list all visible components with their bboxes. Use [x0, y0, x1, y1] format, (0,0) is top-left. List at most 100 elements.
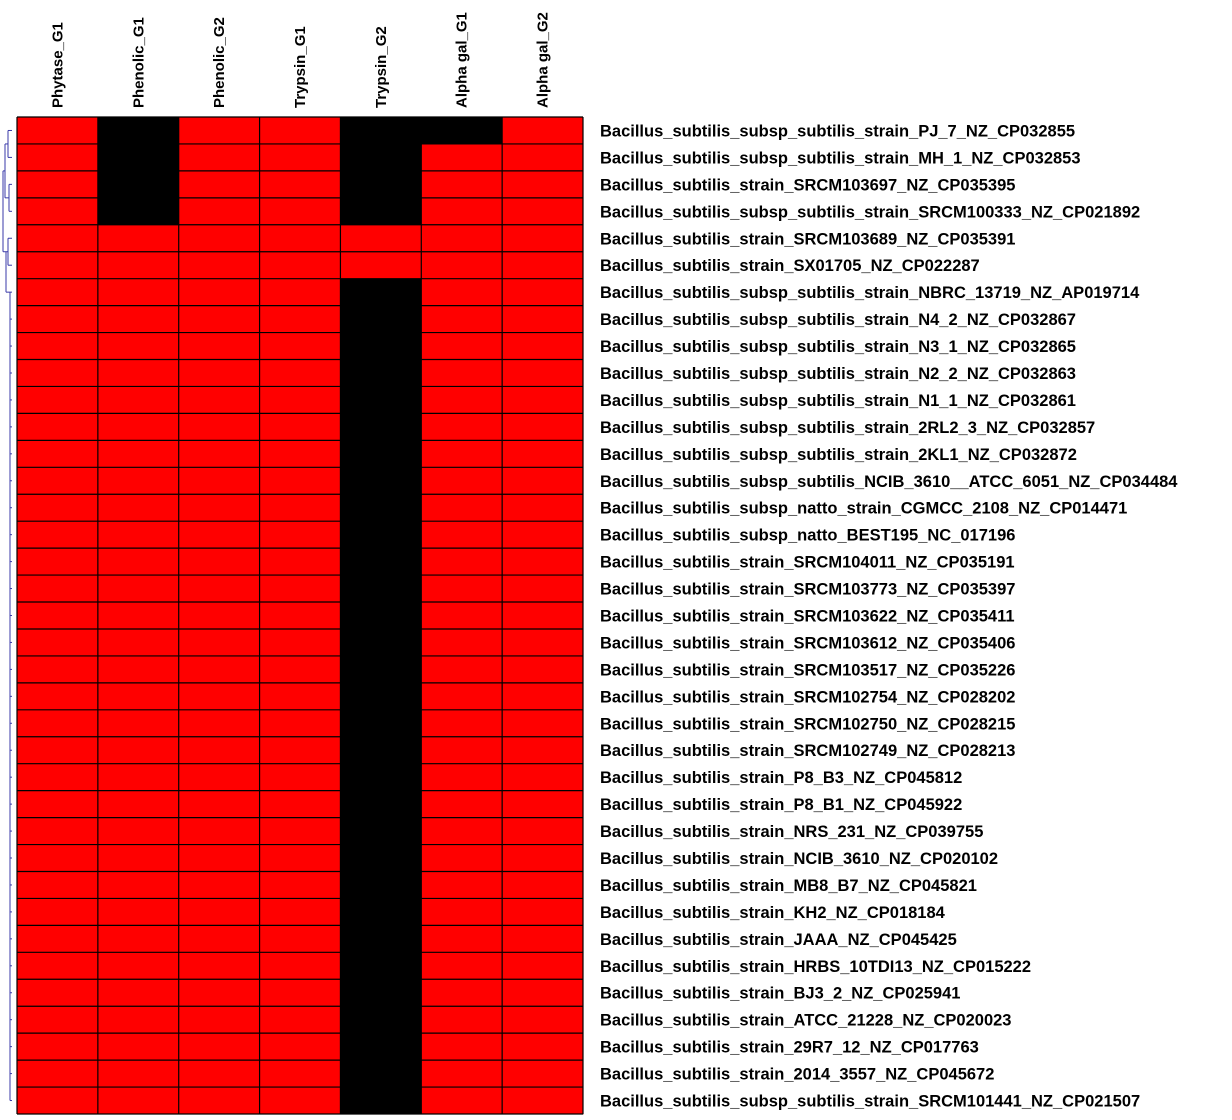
heatmap-cell [340, 817, 422, 846]
heatmap-cell [178, 763, 261, 792]
heatmap-cell [17, 170, 99, 199]
heatmap-cell [178, 1033, 261, 1061]
heatmap-cell [17, 682, 99, 711]
heatmap-cell [17, 278, 99, 307]
column-labels: Phytase_G1 Phenolic_G1 Phenolic_G2 Trypsin_… [49, 12, 551, 108]
heatmap-cell [17, 844, 99, 872]
heatmap-cell [421, 1060, 503, 1088]
heatmap-cell [421, 1033, 503, 1061]
heatmap-cell [421, 682, 503, 711]
heatmap-cell [259, 925, 341, 953]
heatmap-cell [17, 1033, 99, 1061]
heatmap-cell [17, 332, 99, 361]
heatmap-cell [17, 871, 99, 899]
heatmap-cell [17, 790, 99, 819]
heatmap-cell [178, 979, 261, 1007]
heatmap-cell [97, 521, 180, 549]
row-label: Bacillus_subtilis_strain_SRCM102749_NZ_C… [600, 742, 1015, 760]
heatmap-cell [17, 898, 99, 926]
heatmap-cell [502, 898, 584, 926]
heatmap-cell [97, 952, 180, 980]
heatmap-cell [340, 494, 422, 522]
heatmap-cell [97, 305, 180, 334]
heatmap-cell [340, 682, 422, 711]
heatmap-cell [17, 628, 99, 657]
heatmap-cell [97, 1060, 180, 1088]
heatmap-cell [421, 521, 503, 549]
heatmap-cell [178, 117, 261, 145]
heatmap-cell [178, 736, 261, 765]
heatmap-cell [178, 359, 261, 387]
heatmap-cell [97, 898, 180, 926]
heatmap-cell [178, 548, 261, 576]
heatmap-cell [17, 1060, 99, 1088]
heatmap-cell [502, 386, 584, 414]
heatmap-cell [502, 602, 584, 630]
heatmap-cell [178, 790, 261, 819]
heatmap-cell [178, 197, 261, 226]
heatmap-cell [421, 224, 503, 253]
heatmap-cell [421, 467, 503, 495]
heatmap-cell [421, 602, 503, 630]
heatmap-cell [421, 844, 503, 872]
heatmap-cell [17, 979, 99, 1007]
heatmap-cell [178, 467, 261, 495]
heatmap-cell [17, 763, 99, 792]
heatmap-cell [259, 979, 341, 1007]
row-label: Bacillus_subtilis_subsp_subtilis_NCIB_36… [600, 473, 1178, 491]
heatmap-cell [421, 170, 503, 199]
heatmap-cell [178, 1060, 261, 1088]
heatmap-cell [97, 467, 180, 495]
row-label: Bacillus_subtilis_subsp_subtilis_strain_… [600, 203, 1140, 221]
heatmap-cell [17, 413, 99, 441]
heatmap-cell [97, 413, 180, 441]
column-label: Trypsin_G1 [292, 26, 309, 108]
heatmap-cell [502, 736, 584, 765]
heatmap-cell [178, 251, 261, 280]
heatmap-cell [259, 763, 341, 792]
row-label: Bacillus_subtilis_subsp_subtilis_strain_… [600, 338, 1076, 356]
heatmap-cell [502, 494, 584, 522]
heatmap-cell [17, 467, 99, 495]
heatmap-cell [178, 682, 261, 711]
heatmap-cell [340, 979, 422, 1007]
heatmap-cell [178, 332, 261, 361]
row-label: Bacillus_subtilis_strain_NRS_231_NZ_CP03… [600, 823, 983, 841]
heatmap-cell [502, 952, 584, 980]
heatmap-cell [421, 898, 503, 926]
row-label: Bacillus_subtilis_strain_SRCM103689_NZ_C… [600, 230, 1015, 248]
heatmap-cell [340, 575, 422, 603]
heatmap-cell [502, 440, 584, 468]
heatmap-cell [178, 278, 261, 307]
heatmap-cell [502, 170, 584, 199]
row-label: Bacillus_subtilis_strain_JAAA_NZ_CP04542… [600, 931, 957, 949]
heatmap-cell [178, 575, 261, 603]
row-label: Bacillus_subtilis_strain_SRCM104011_NZ_C… [600, 554, 1015, 572]
heatmap-cell [340, 305, 422, 334]
row-dendrogram [2, 129, 12, 1102]
heatmap-cell [421, 413, 503, 441]
heatmap-cell [97, 1087, 180, 1115]
heatmap-cell [259, 197, 341, 226]
heatmap-cell [178, 521, 261, 549]
row-label: Bacillus_subtilis_strain_NCIB_3610_NZ_CP… [600, 850, 998, 868]
heatmap-cell [502, 521, 584, 549]
row-labels: Bacillus_subtilis_subsp_subtilis_strain_… [600, 122, 1178, 1110]
heatmap-cell [17, 655, 99, 684]
heatmap-cell [340, 413, 422, 441]
heatmap-cell [340, 871, 422, 899]
heatmap-cell [17, 521, 99, 549]
row-label: Bacillus_subtilis_strain_2014_3557_NZ_CP… [600, 1066, 994, 1084]
heatmap-cell [340, 1006, 422, 1034]
row-label: Bacillus_subtilis_strain_SRCM103612_NZ_C… [600, 634, 1015, 652]
heatmap-cell [259, 682, 341, 711]
row-label: Bacillus_subtilis_subsp_subtilis_strain_… [600, 446, 1077, 464]
heatmap-cell [259, 709, 341, 738]
heatmap-cell [502, 413, 584, 441]
heatmap-cell [259, 224, 341, 253]
heatmap-cell [97, 925, 180, 953]
heatmap-cell [340, 898, 422, 926]
heatmap-cell [340, 1060, 422, 1088]
heatmap-cell [340, 1033, 422, 1061]
heatmap-cell [259, 278, 341, 307]
